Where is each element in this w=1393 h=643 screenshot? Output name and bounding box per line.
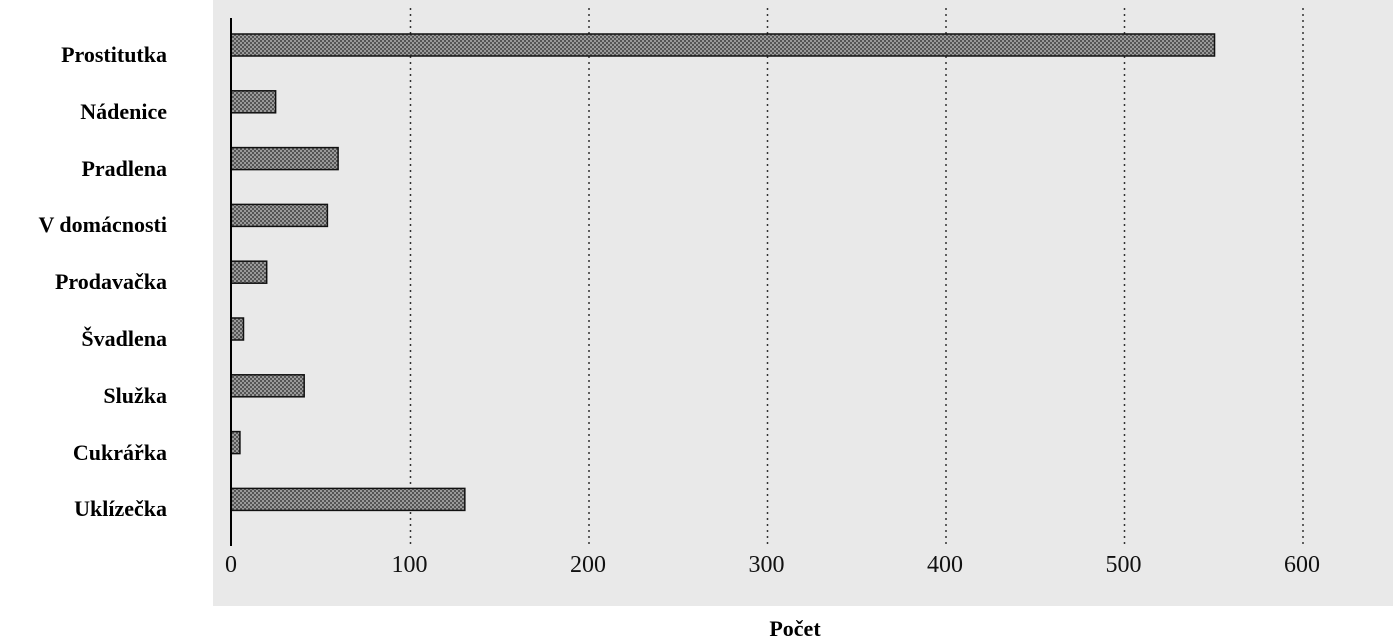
bar-v-domácnosti [230, 203, 329, 228]
x-axis-title: Počet [769, 616, 821, 641]
x-tick-label: 200 [570, 552, 606, 578]
x-tick-label: 600 [1284, 552, 1320, 578]
category-label: Služka [103, 382, 167, 408]
x-tick-label: 500 [1105, 552, 1142, 578]
bar-pradlena [230, 146, 339, 171]
category-label: Prostitutka [61, 42, 167, 67]
bar-cukrářka [230, 430, 241, 455]
x-tick-label: 300 [748, 552, 785, 578]
category-label: Švadlena [81, 326, 167, 351]
x-tick-label: 400 [927, 552, 963, 578]
category-label: V domácnosti [38, 212, 167, 238]
bar-švadlena [230, 317, 245, 341]
x-tick-label: 100 [391, 552, 428, 578]
category-label: Cukrářka [72, 439, 167, 465]
category-label: Uklízečka [74, 496, 167, 522]
category-label: Pradlena [81, 155, 167, 181]
bar-prodavačka [230, 260, 268, 284]
x-tick-label: 0 [225, 552, 237, 578]
category-label: Prodavačka [54, 269, 167, 295]
bar-služka [230, 374, 305, 398]
bar-nádenice [230, 90, 277, 114]
bar-prostitutka [230, 33, 1216, 57]
bar-uklízečka [230, 487, 466, 512]
category-label: Nádenice [80, 98, 167, 124]
